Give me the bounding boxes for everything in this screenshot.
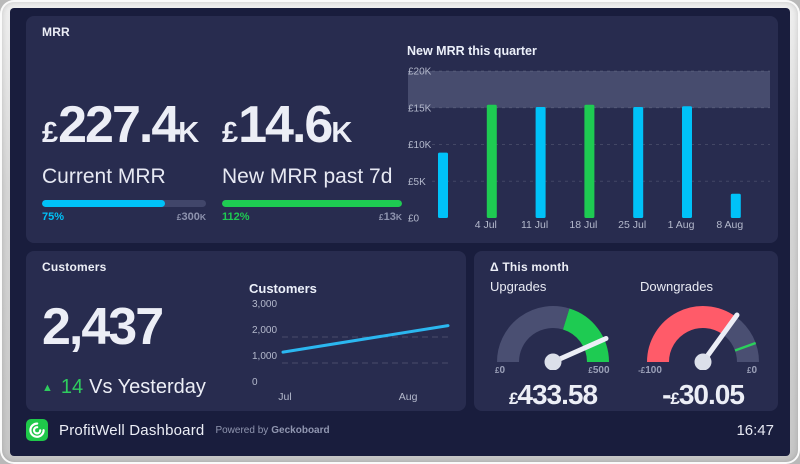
new-mrr-label: New MRR past 7d [222,165,393,188]
customers-chart-svg: 3,000 2,000 1,000 0 Jul Aug [252,299,450,403]
delta-month-panel: Δ This month Upgrades £0 £500 £433.58 Do… [474,251,778,411]
current-mrr-progress-fill [42,200,165,207]
current-mrr-label: Current MRR [42,165,166,188]
upgrades-gauge-svg [497,306,609,370]
customers-delta: ▲ 14 Vs Yesterday [42,376,206,399]
powered-by-label: Powered by [215,424,269,436]
delta-value: 14 [60,376,84,398]
dashboard-background: MRR £227.4K Current MRR 75% £300K £14.6K… [10,8,790,456]
svg-text:0: 0 [252,377,258,388]
svg-text:8 Aug: 8 Aug [716,219,743,231]
svg-text:18 Jul: 18 Jul [569,219,597,231]
currency-symbol: £ [42,117,59,149]
svg-text:11 Jul: 11 Jul [521,219,548,231]
unit-suffix: K [178,117,200,149]
currency-symbol: £ [222,117,239,149]
svg-text:Aug: Aug [399,391,418,403]
upgrades-gauge-max: £500 [588,365,610,376]
new-mrr-chart-title: New MRR this quarter [407,44,537,58]
current-mrr-progress-meta: 75% £300K [42,211,206,223]
delta-label: Vs Yesterday [89,376,206,398]
clock: 16:47 [736,421,774,439]
downgrades-gauge-label: Downgrades [640,279,713,294]
downgrades-gauge-value: -£30.05 [662,379,745,410]
geckoboard-logo-icon [26,419,48,441]
svg-text:£10K: £10K [408,140,432,151]
customers-panel-title: Customers [42,260,107,274]
new-mrr-value: £14.6K [222,96,353,154]
downgrades-gauge-min: -£100 [638,365,662,376]
new-mrr-widget: £14.6K New MRR past 7d 112% £13K [222,96,402,223]
footer: ProfitWell Dashboard Powered by Geckoboa… [26,414,774,446]
customers-panel: Customers 2,437 ▲ 14 Vs Yesterday Custom… [26,251,466,411]
currency-symbol: £ [508,389,519,408]
upgrades-gauge-label: Upgrades [490,279,547,294]
svg-text:£15K: £15K [408,103,432,114]
mrr-panel-title: MRR [42,25,70,39]
svg-text:4 Jul: 4 Jul [475,219,497,231]
customers-chart-title: Customers [249,281,317,296]
svg-text:1 Aug: 1 Aug [668,219,695,231]
current-mrr-percent: 75% [42,211,65,223]
current-mrr-value: £227.4K [42,96,200,154]
svg-text:Jul: Jul [278,391,291,403]
mrr-panel: MRR £227.4K Current MRR 75% £300K £14.6K… [26,16,778,243]
current-mrr-target: £300K [176,211,206,223]
upgrades-gauge-min: £0 [494,365,505,376]
unit-suffix: K [331,117,353,149]
current-mrr-widget: £227.4K Current MRR 75% £300K [42,96,206,223]
svg-text:£20K: £20K [408,67,432,78]
new-mrr-percent: 112% [222,211,250,223]
svg-text:£5K: £5K [408,177,426,188]
svg-text:1,000: 1,000 [252,351,277,362]
new-mrr-progress-meta: 112% £13K [222,211,402,223]
upgrades-gauge-value: £433.58 [508,379,598,410]
new-mrr-target: £13K [378,211,402,223]
customers-count: 2,437 [42,298,164,356]
downgrades-gauge-svg [647,306,759,370]
new-mrr-progress-fill [222,200,402,207]
currency-symbol: £ [670,389,680,408]
svg-text:25 Jul: 25 Jul [618,219,646,231]
new-mrr-chart-svg: £0 £5K £10K £15K £20K 4 Jul 11 Jul 18 Jul 25 Jul… [408,67,770,231]
customers-chart: Customers 3,000 2,000 1,000 0 Jul Aug [248,281,458,404]
svg-text:2,000: 2,000 [252,325,277,336]
downgrades-gauge-max: £0 [746,365,757,376]
geckoboard-brand: Geckoboard [271,424,330,436]
dashboard-title: ProfitWell Dashboard [59,421,205,439]
new-mrr-chart: New MRR this quarter £0 £5K £10K £15K £20K 4 … [406,44,774,238]
delta-panel-title: Δ This month [490,260,570,274]
svg-text:£0: £0 [408,214,420,225]
new-mrr-progress-track [222,200,402,207]
up-triangle-icon: ▲ [42,382,53,394]
svg-text:3,000: 3,000 [252,299,277,310]
current-mrr-progress-track [42,200,206,207]
